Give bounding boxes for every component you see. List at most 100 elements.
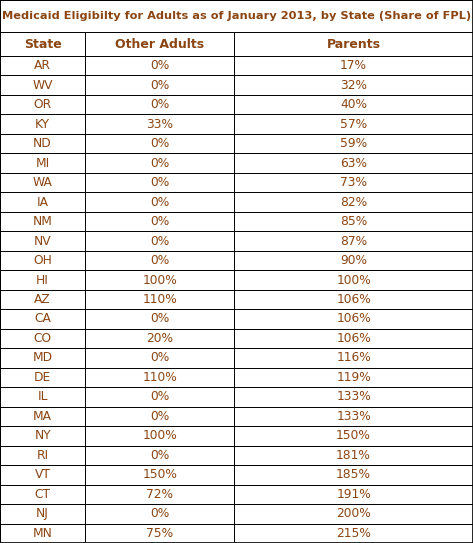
Bar [85,173,234,192]
Text: RI: RI [36,449,49,462]
Text: DE: DE [34,371,51,384]
Bar [234,251,473,270]
Bar [0,231,85,251]
Text: 17%: 17% [340,59,367,72]
Bar [0,426,85,446]
Bar [85,134,234,154]
Bar [0,154,85,173]
Text: 0%: 0% [150,59,169,72]
Text: WV: WV [32,79,53,92]
Bar [234,32,473,56]
Bar [234,75,473,95]
Text: 0%: 0% [150,449,169,462]
Text: 73%: 73% [340,176,367,189]
Bar [0,0,473,32]
Text: 0%: 0% [150,235,169,248]
Bar [234,134,473,154]
Bar [0,368,85,387]
Bar [85,368,234,387]
Text: 40%: 40% [340,98,367,111]
Bar [0,270,85,290]
Bar [85,231,234,251]
Text: 72%: 72% [146,488,173,501]
Text: 185%: 185% [336,468,371,481]
Text: Parents: Parents [326,37,381,50]
Text: CT: CT [35,488,51,501]
Bar [234,426,473,446]
Text: 100%: 100% [336,274,371,287]
Text: Other Adults: Other Adults [115,37,204,50]
Text: MN: MN [33,527,53,540]
Bar [0,192,85,212]
Text: AZ: AZ [34,293,51,306]
Bar [234,212,473,231]
Bar [234,329,473,348]
Text: Medicaid Eligibilty for Adults as of January 2013, by State (Share of FPL): Medicaid Eligibilty for Adults as of Jan… [2,11,471,21]
Bar [234,407,473,426]
Bar [234,310,473,329]
Text: MI: MI [35,156,50,169]
Bar [85,310,234,329]
Bar [0,465,85,484]
Text: 0%: 0% [150,410,169,423]
Bar [234,446,473,465]
Text: 0%: 0% [150,390,169,403]
Bar [85,465,234,484]
Text: NM: NM [33,215,53,228]
Bar [85,348,234,368]
Bar [234,95,473,115]
Text: NY: NY [34,430,51,443]
Text: 0%: 0% [150,195,169,209]
Text: 150%: 150% [336,430,371,443]
Text: HI: HI [36,274,49,287]
Text: CO: CO [34,332,52,345]
Text: 181%: 181% [336,449,371,462]
Text: 0%: 0% [150,79,169,92]
Text: 0%: 0% [150,98,169,111]
Bar [0,32,85,56]
Text: NJ: NJ [36,507,49,520]
Text: 215%: 215% [336,527,371,540]
Bar [0,212,85,231]
Text: OH: OH [33,254,52,267]
Bar [85,290,234,310]
Text: VT: VT [35,468,51,481]
Text: 33%: 33% [146,118,173,131]
Bar [0,446,85,465]
Text: 106%: 106% [336,332,371,345]
Bar [85,270,234,290]
Text: 133%: 133% [336,410,371,423]
Text: WA: WA [33,176,53,189]
Text: 110%: 110% [142,371,177,384]
Text: IA: IA [36,195,49,209]
Bar [0,523,85,543]
Bar [234,368,473,387]
Text: AR: AR [34,59,51,72]
Text: 150%: 150% [142,468,177,481]
Bar [85,56,234,75]
Bar [0,504,85,523]
Text: 75%: 75% [146,527,173,540]
Text: 59%: 59% [340,137,367,150]
Bar [85,32,234,56]
Bar [0,484,85,504]
Text: 200%: 200% [336,507,371,520]
Bar [234,504,473,523]
Text: 20%: 20% [146,332,173,345]
Bar [234,465,473,484]
Bar [234,484,473,504]
Bar [85,446,234,465]
Bar [0,75,85,95]
Text: 57%: 57% [340,118,367,131]
Text: OR: OR [34,98,52,111]
Bar [85,154,234,173]
Text: 0%: 0% [150,507,169,520]
Bar [234,115,473,134]
Text: MD: MD [33,351,53,364]
Text: 106%: 106% [336,312,371,325]
Bar [0,95,85,115]
Bar [85,75,234,95]
Bar [0,173,85,192]
Text: 90%: 90% [340,254,367,267]
Bar [85,504,234,523]
